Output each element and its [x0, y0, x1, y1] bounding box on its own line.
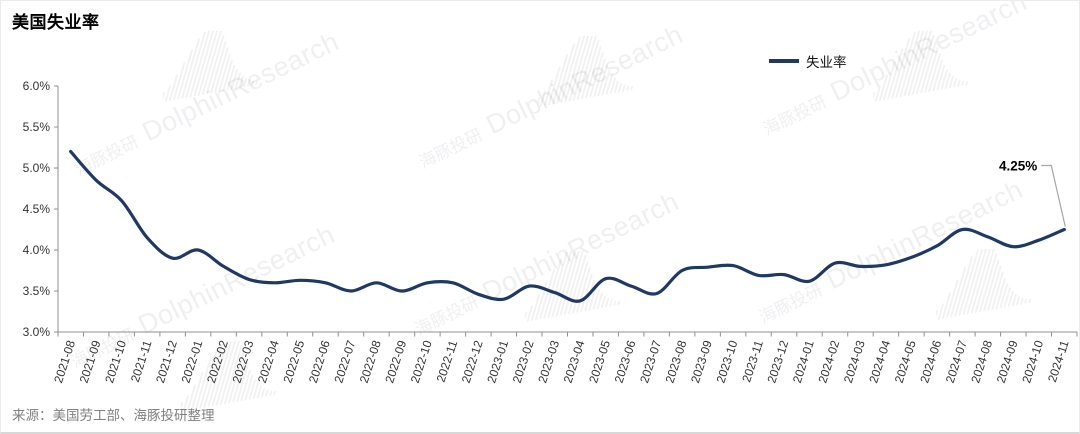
- x-tick-label: 2024-10: [1019, 338, 1046, 385]
- x-tick-label: 2022-11: [434, 338, 461, 384]
- x-tick-label: 2024-06: [917, 338, 944, 385]
- x-tick-label: 2022-10: [408, 338, 435, 385]
- x-tick-label: 2021-11: [128, 338, 155, 384]
- x-tick-label: 2022-01: [179, 338, 206, 385]
- x-tick-label: 2022-06: [306, 338, 333, 385]
- x-tick-label: 2021-12: [153, 338, 180, 385]
- x-tick-label: 2024-02: [815, 338, 842, 385]
- x-tick-label: 2023-10: [714, 338, 741, 385]
- x-tick-label: 2024-04: [866, 338, 893, 385]
- x-tick-label: 2024-11: [1045, 338, 1072, 384]
- x-tick-label: 2023-11: [739, 338, 766, 384]
- x-tick-label: 2023-12: [764, 338, 791, 385]
- page-title: 美国失业率: [12, 13, 100, 32]
- y-axis-labels: 3.0% 3.5% 4.0% 4.5% 5.0% 5.5% 6.0%: [23, 79, 58, 339]
- series-line: [69, 150, 1066, 303]
- x-tick-label: 2023-09: [688, 338, 715, 385]
- x-tick-label: 2023-04: [561, 338, 588, 385]
- x-tick-label: 2023-06: [612, 338, 639, 385]
- x-tick-label: 2023-02: [510, 338, 537, 385]
- x-tick-label: 2024-09: [994, 338, 1021, 385]
- x-axis-labels: 2021-082021-092021-102021-112021-122022-…: [51, 338, 1072, 385]
- y-tick-label: 5.0%: [23, 161, 51, 175]
- source-note: 来源：美国劳工部、海豚投研整理: [12, 408, 215, 423]
- x-tick-label: 2022-08: [357, 338, 384, 385]
- x-tick-label: 2024-07: [943, 338, 970, 385]
- y-tick-label: 4.5%: [23, 202, 51, 216]
- x-tick-label: 2022-07: [331, 338, 358, 385]
- y-tick-label: 4.0%: [23, 243, 51, 257]
- y-tick-label: 3.0%: [23, 325, 51, 339]
- x-tick-label: 2024-08: [968, 338, 995, 385]
- x-tick-label: 2023-05: [586, 338, 613, 385]
- x-tick-label: 2021-10: [102, 338, 129, 385]
- x-tick-label: 2023-08: [663, 338, 690, 385]
- legend: 失业率: [769, 51, 847, 71]
- x-tick-label: 2022-12: [459, 338, 486, 385]
- legend-line-swatch: [769, 59, 799, 63]
- x-tick-label: 2023-07: [637, 338, 664, 385]
- x-tick-label: 2022-04: [255, 338, 282, 385]
- y-tick-label: 3.5%: [23, 284, 51, 298]
- x-tick-label: 2023-01: [484, 338, 511, 385]
- x-tick-label: 2021-08: [51, 338, 78, 385]
- annotation-callout-line: [1041, 164, 1066, 227]
- x-tick-label: 2024-01: [790, 338, 817, 385]
- x-tick-label: 2022-09: [382, 338, 409, 385]
- x-tick-label: 2022-05: [280, 338, 307, 385]
- x-tick-label: 2024-03: [841, 338, 868, 385]
- x-tick-label: 2022-02: [204, 338, 231, 385]
- y-tick-label: 5.5%: [23, 120, 51, 134]
- y-tick-label: 6.0%: [23, 79, 51, 93]
- x-tick-label: 2024-05: [892, 338, 919, 385]
- x-tick-label: 2023-03: [535, 338, 562, 385]
- last-value-label: 4.25%: [999, 159, 1037, 174]
- x-tick-label: 2021-09: [77, 338, 104, 385]
- x-tick-label: 2022-03: [230, 338, 257, 385]
- legend-label: 失业率: [806, 55, 847, 70]
